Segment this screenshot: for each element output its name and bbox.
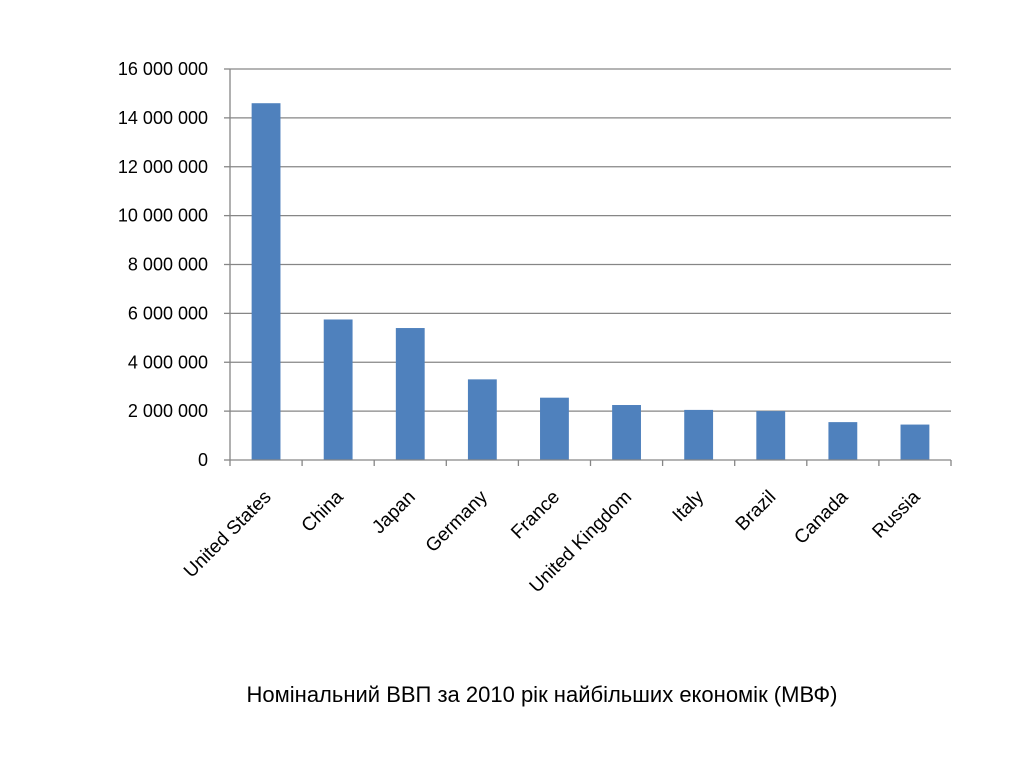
axes: [224, 68, 952, 466]
x-tick-label: France: [507, 487, 564, 544]
x-tick-labels: United States China Japan Germany FranceUnit…: [180, 486, 925, 597]
bar-china: [323, 319, 353, 460]
chart-title: Номінальний ВВП за 2010 рік найбільших е…: [246, 682, 838, 707]
bar-russia: [900, 424, 930, 460]
y-tick-label: 14 000 000: [118, 108, 208, 128]
x-tick-label: China: [298, 486, 348, 536]
x-tick-label: Japan: [368, 487, 419, 538]
y-tick-label: 16 000 000: [118, 59, 208, 79]
x-tick-label: Canada: [790, 486, 852, 548]
y-tick-label: 2 000 000: [128, 401, 208, 421]
y-tick-label: 4 000 000: [128, 352, 208, 372]
y-tick-label: 12 000 000: [118, 157, 208, 177]
x-tick-label: Russia: [869, 486, 925, 542]
bar-germany: [467, 379, 497, 460]
bars: [251, 103, 930, 461]
y-tick-label: 6 000 000: [128, 303, 208, 323]
y-tick-label: 0: [198, 450, 208, 470]
bar-united-states: [251, 103, 281, 461]
bar-italy: [684, 409, 714, 460]
bar-canada: [828, 422, 858, 460]
y-tick-labels: 0 2 000 000 4 000 000 6 000 000 8 000 000 10 …: [118, 59, 208, 470]
x-tick-label: Italy: [669, 486, 709, 526]
bar-united-kingdom: [612, 405, 641, 460]
y-tick-label: 8 000 000: [128, 255, 208, 275]
bar-japan: [395, 328, 425, 460]
bar-brazil: [756, 411, 786, 460]
x-tick-label: Brazil: [732, 487, 780, 535]
x-tick-label: United States: [180, 487, 276, 583]
y-tick-label: 10 000 000: [118, 206, 208, 226]
x-tick-label: Germany: [422, 486, 492, 556]
bar-france: [540, 397, 569, 460]
